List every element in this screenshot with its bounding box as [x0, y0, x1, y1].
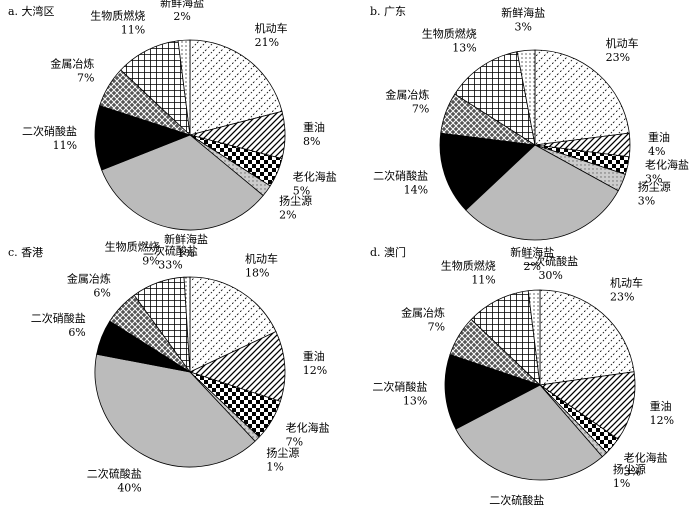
- pie-slice: [177, 39, 191, 136]
- slice-label: 二次硫酸盐: [523, 254, 578, 268]
- slice-value-label: 2%: [279, 208, 296, 221]
- pie-slice: [94, 105, 192, 171]
- slice-value-label: 4%: [648, 145, 665, 158]
- slice-value-label: 12%: [303, 364, 327, 377]
- slice-value-label: 12%: [650, 414, 674, 427]
- slice-value-label: 6%: [93, 286, 110, 299]
- slice-label: 机动车: [610, 276, 643, 290]
- slice-value-label: 3%: [638, 195, 655, 208]
- pie-slice: [534, 49, 630, 146]
- slice-value-label: 9%: [142, 254, 159, 267]
- pie-slice: [439, 132, 536, 211]
- slice-label: 生物质燃烧: [90, 9, 145, 23]
- slice-label: 金属冶炼: [385, 88, 429, 102]
- pie-slice: [120, 40, 191, 137]
- slice-label: 二次硝酸盐: [373, 169, 428, 183]
- slice-value-label: 3%: [515, 21, 532, 34]
- pie-slice: [470, 290, 541, 387]
- slice-label: 重油: [648, 130, 670, 144]
- slice-label: 机动车: [245, 251, 278, 265]
- pie-slice: [189, 39, 283, 136]
- chart-title: b. 广东: [370, 5, 406, 18]
- slice-value-label: 30%: [538, 269, 562, 282]
- slice-value-label: 6%: [68, 326, 85, 339]
- slice-value-label: 7%: [428, 320, 445, 333]
- slice-value-label: 1%: [177, 247, 194, 260]
- slice-value-label: 3%: [624, 466, 641, 479]
- slice-label: 老化海盐: [286, 421, 330, 435]
- slice-value-label: 40%: [117, 482, 141, 495]
- slice-value-label: 5%: [293, 185, 310, 198]
- pie-slice: [444, 354, 542, 430]
- pie-slice: [188, 331, 286, 402]
- slice-label: 金属冶炼: [67, 271, 111, 285]
- slice-value-label: 2%: [524, 260, 541, 273]
- pie-slice: [189, 276, 277, 373]
- chart-title: d. 澳门: [370, 245, 406, 259]
- slice-value-label: 11%: [471, 273, 495, 286]
- slice-value-label: 23%: [606, 51, 630, 64]
- pie-slice: [454, 51, 536, 146]
- slice-label: 生物质燃烧: [441, 258, 496, 272]
- pie-slice: [539, 289, 635, 386]
- slice-label: 重油: [303, 120, 325, 134]
- slice-value-label: 1%: [613, 477, 630, 490]
- slice-value-label: 33%: [158, 258, 182, 271]
- slice-label: 机动车: [255, 21, 288, 35]
- slice-label: 老化海盐: [293, 170, 337, 184]
- slice-value-label: 13%: [452, 42, 476, 55]
- pie-slice: [101, 134, 264, 231]
- slice-label: 老化海盐: [624, 451, 668, 465]
- slice-value-label: 14%: [404, 184, 428, 197]
- slice-label: 二次硫酸盐: [143, 243, 198, 257]
- slice-value-label: 1%: [266, 460, 283, 473]
- slice-label: 扬尘源: [266, 445, 299, 459]
- slice-label: 扬尘源: [638, 180, 671, 194]
- slice-label: 新鲜海盐: [164, 232, 208, 246]
- slice-value-label: 7%: [412, 103, 429, 116]
- slice-label: 二次硝酸盐: [22, 124, 77, 138]
- slice-value-label: 23%: [610, 291, 634, 304]
- pie-slice: [465, 144, 619, 241]
- slice-label: 扬尘源: [279, 193, 312, 207]
- pie-slice: [516, 49, 536, 146]
- slice-label: 机动车: [606, 36, 639, 50]
- slice-value-label: 7%: [77, 71, 94, 84]
- slice-value-label: 21%: [255, 36, 279, 49]
- slice-label: 二次硝酸盐: [372, 380, 427, 394]
- slice-label: 二次硫酸盐: [489, 493, 544, 506]
- slice-label: 扬尘源: [613, 462, 646, 476]
- slice-value-label: 11%: [121, 24, 145, 37]
- slice-value-label: 3%: [645, 172, 662, 185]
- chart-title: a. 大湾区: [8, 4, 55, 18]
- slice-value-label: 13%: [403, 395, 427, 408]
- slice-value-label: 7%: [286, 436, 303, 449]
- slice-label: 重油: [650, 399, 672, 413]
- slice-value-label: 8%: [303, 135, 320, 148]
- slice-label: 新鲜海盐: [510, 245, 554, 259]
- slice-value-label: 11%: [53, 139, 77, 152]
- slice-value-label: 2%: [173, 10, 190, 23]
- slice-label: 生物质燃烧: [422, 27, 477, 41]
- slice-label: 新鲜海盐: [160, 0, 204, 9]
- slice-label: 生物质燃烧: [105, 239, 160, 253]
- slice-value-label: 18%: [245, 266, 269, 279]
- slice-label: 老化海盐: [645, 157, 689, 171]
- slice-label: 金属冶炼: [401, 305, 445, 319]
- chart-title: c. 香港: [8, 246, 43, 259]
- pie-slice: [94, 353, 256, 468]
- slice-label: 二次硫酸盐: [87, 467, 142, 481]
- pie-slice: [455, 384, 603, 481]
- slice-label: 新鲜海盐: [501, 6, 545, 20]
- pie-slice: [183, 276, 191, 373]
- slice-label: 金属冶炼: [50, 56, 94, 70]
- pie-slice: [527, 289, 541, 386]
- slice-label: 二次硝酸盐: [31, 311, 86, 325]
- slice-label: 重油: [303, 349, 325, 363]
- pie-slice: [538, 371, 636, 440]
